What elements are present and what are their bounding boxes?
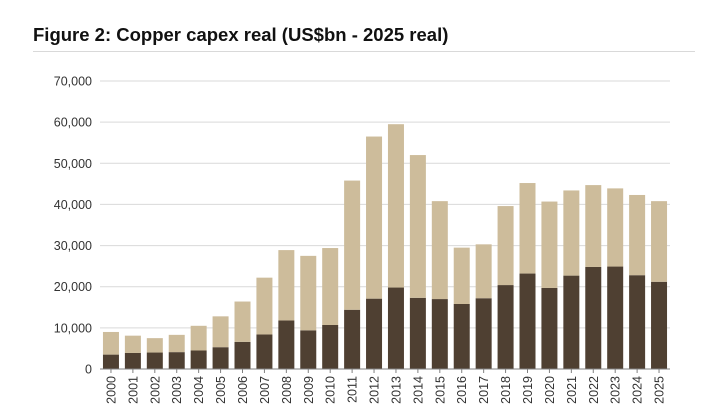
x-tick-label: 2010 [324,376,338,404]
x-tick-label: 2003 [170,376,184,404]
x-tick-label: 2000 [104,376,118,404]
bar-segment-lower [497,285,514,369]
bars [102,124,668,369]
x-tick-label: 2016 [455,376,469,404]
x-tick-label: 2008 [280,376,294,404]
bar-segment-lower [453,303,470,369]
bar-segment-lower [431,299,448,369]
bar-segment-upper [234,301,251,342]
bar-segment-upper [541,201,558,288]
gridlines [100,80,670,329]
y-tick-label: 30,000 [54,239,92,253]
y-tick-label: 50,000 [54,157,92,171]
title-divider [33,51,695,52]
bar-segment-upper [168,334,185,353]
bar-segment-lower [102,354,119,369]
x-tick-label: 2019 [521,376,535,404]
x-tick-label: 2007 [258,376,272,404]
x-tick-label: 2011 [346,376,360,403]
x-tick-label: 2005 [214,376,228,404]
bar-segment-upper [102,331,119,355]
bar-segment-lower [234,341,251,369]
bar-segment-lower [366,298,383,369]
bar-segment-upper [431,201,448,300]
x-tick-label: 2018 [499,376,513,404]
bar-segment-upper [366,136,383,299]
bar-segment-upper [212,316,229,348]
bar-segment-lower [475,298,492,369]
bar-segment-upper [629,194,646,276]
bar-segment-upper [497,206,514,286]
figure-title: Figure 2: Copper capex real (US$bn - 202… [33,24,449,45]
y-tick-label: 10,000 [54,321,92,335]
x-tick-label: 2014 [411,376,425,404]
y-axis-tick-labels: 0 10,000 20,000 30,000 40,000 50,000 60,000 70,… [54,75,92,377]
bar-segment-upper [519,183,536,274]
bar-segment-lower [344,309,361,369]
x-tick-label: 2004 [192,376,206,404]
bar-segment-upper [607,188,624,267]
bar-segment-lower [256,334,273,369]
bar-segment-upper [475,244,492,299]
bar-segment-upper [190,325,207,351]
x-tick-label: 2002 [148,376,162,404]
x-tick-label: 2015 [433,376,447,404]
y-tick-label: 60,000 [54,116,92,130]
bar-segment-upper [453,247,470,304]
x-tick-label: 2025 [653,376,667,404]
bar-segment-upper [300,255,317,331]
y-tick-label: 0 [85,363,92,377]
bar-segment-lower [190,350,207,369]
y-tick-label: 40,000 [54,198,92,212]
x-tick-label: 2022 [587,376,601,404]
x-tick-label: 2006 [236,376,250,404]
bar-segment-lower [629,275,646,369]
bar-segment-lower [585,266,602,369]
bar-segment-upper [585,185,602,267]
bar-segment-lower [278,320,295,369]
bar-segment-lower [387,287,404,369]
bar-segment-lower [563,275,580,369]
bar-segment-upper [651,201,668,282]
bar-segment-lower [124,352,141,369]
y-tick-label: 20,000 [54,280,92,294]
bar-segment-upper [387,124,404,288]
x-tick-label: 2020 [543,376,557,404]
bar-segment-upper [278,250,295,321]
bar-segment-lower [146,352,163,369]
bar-segment-lower [541,287,558,369]
bar-segment-upper [256,277,273,335]
bar-segment-upper [124,335,141,353]
bar-segment-lower [409,297,426,369]
y-tick-label: 70,000 [54,75,92,89]
x-tick-label: 2021 [565,376,579,404]
x-tick-label: 2001 [126,376,140,404]
bar-segment-lower [322,324,339,369]
bar-segment-upper [563,190,580,276]
bar-segment-lower [651,281,668,369]
bar-segment-lower [607,266,624,369]
x-tick-label: 2017 [477,376,491,404]
bar-segment-upper [322,248,339,325]
bar-segment-upper [344,180,361,310]
x-axis-tick-labels: 2000 2001 2002 2003 2004 2005 2006 2007 2008 2009… [104,369,667,404]
x-tick-label: 2023 [609,376,623,404]
bar-segment-lower [168,352,185,369]
bar-segment-upper [409,155,426,298]
bar-segment-lower [300,330,317,369]
x-tick-label: 2013 [389,376,403,404]
x-tick-label: 2024 [631,376,645,404]
bar-segment-upper [146,338,163,353]
x-tick-label: 2009 [302,376,316,404]
x-tick-label: 2012 [368,376,382,404]
bar-segment-lower [519,273,536,369]
bar-segment-lower [212,347,229,369]
